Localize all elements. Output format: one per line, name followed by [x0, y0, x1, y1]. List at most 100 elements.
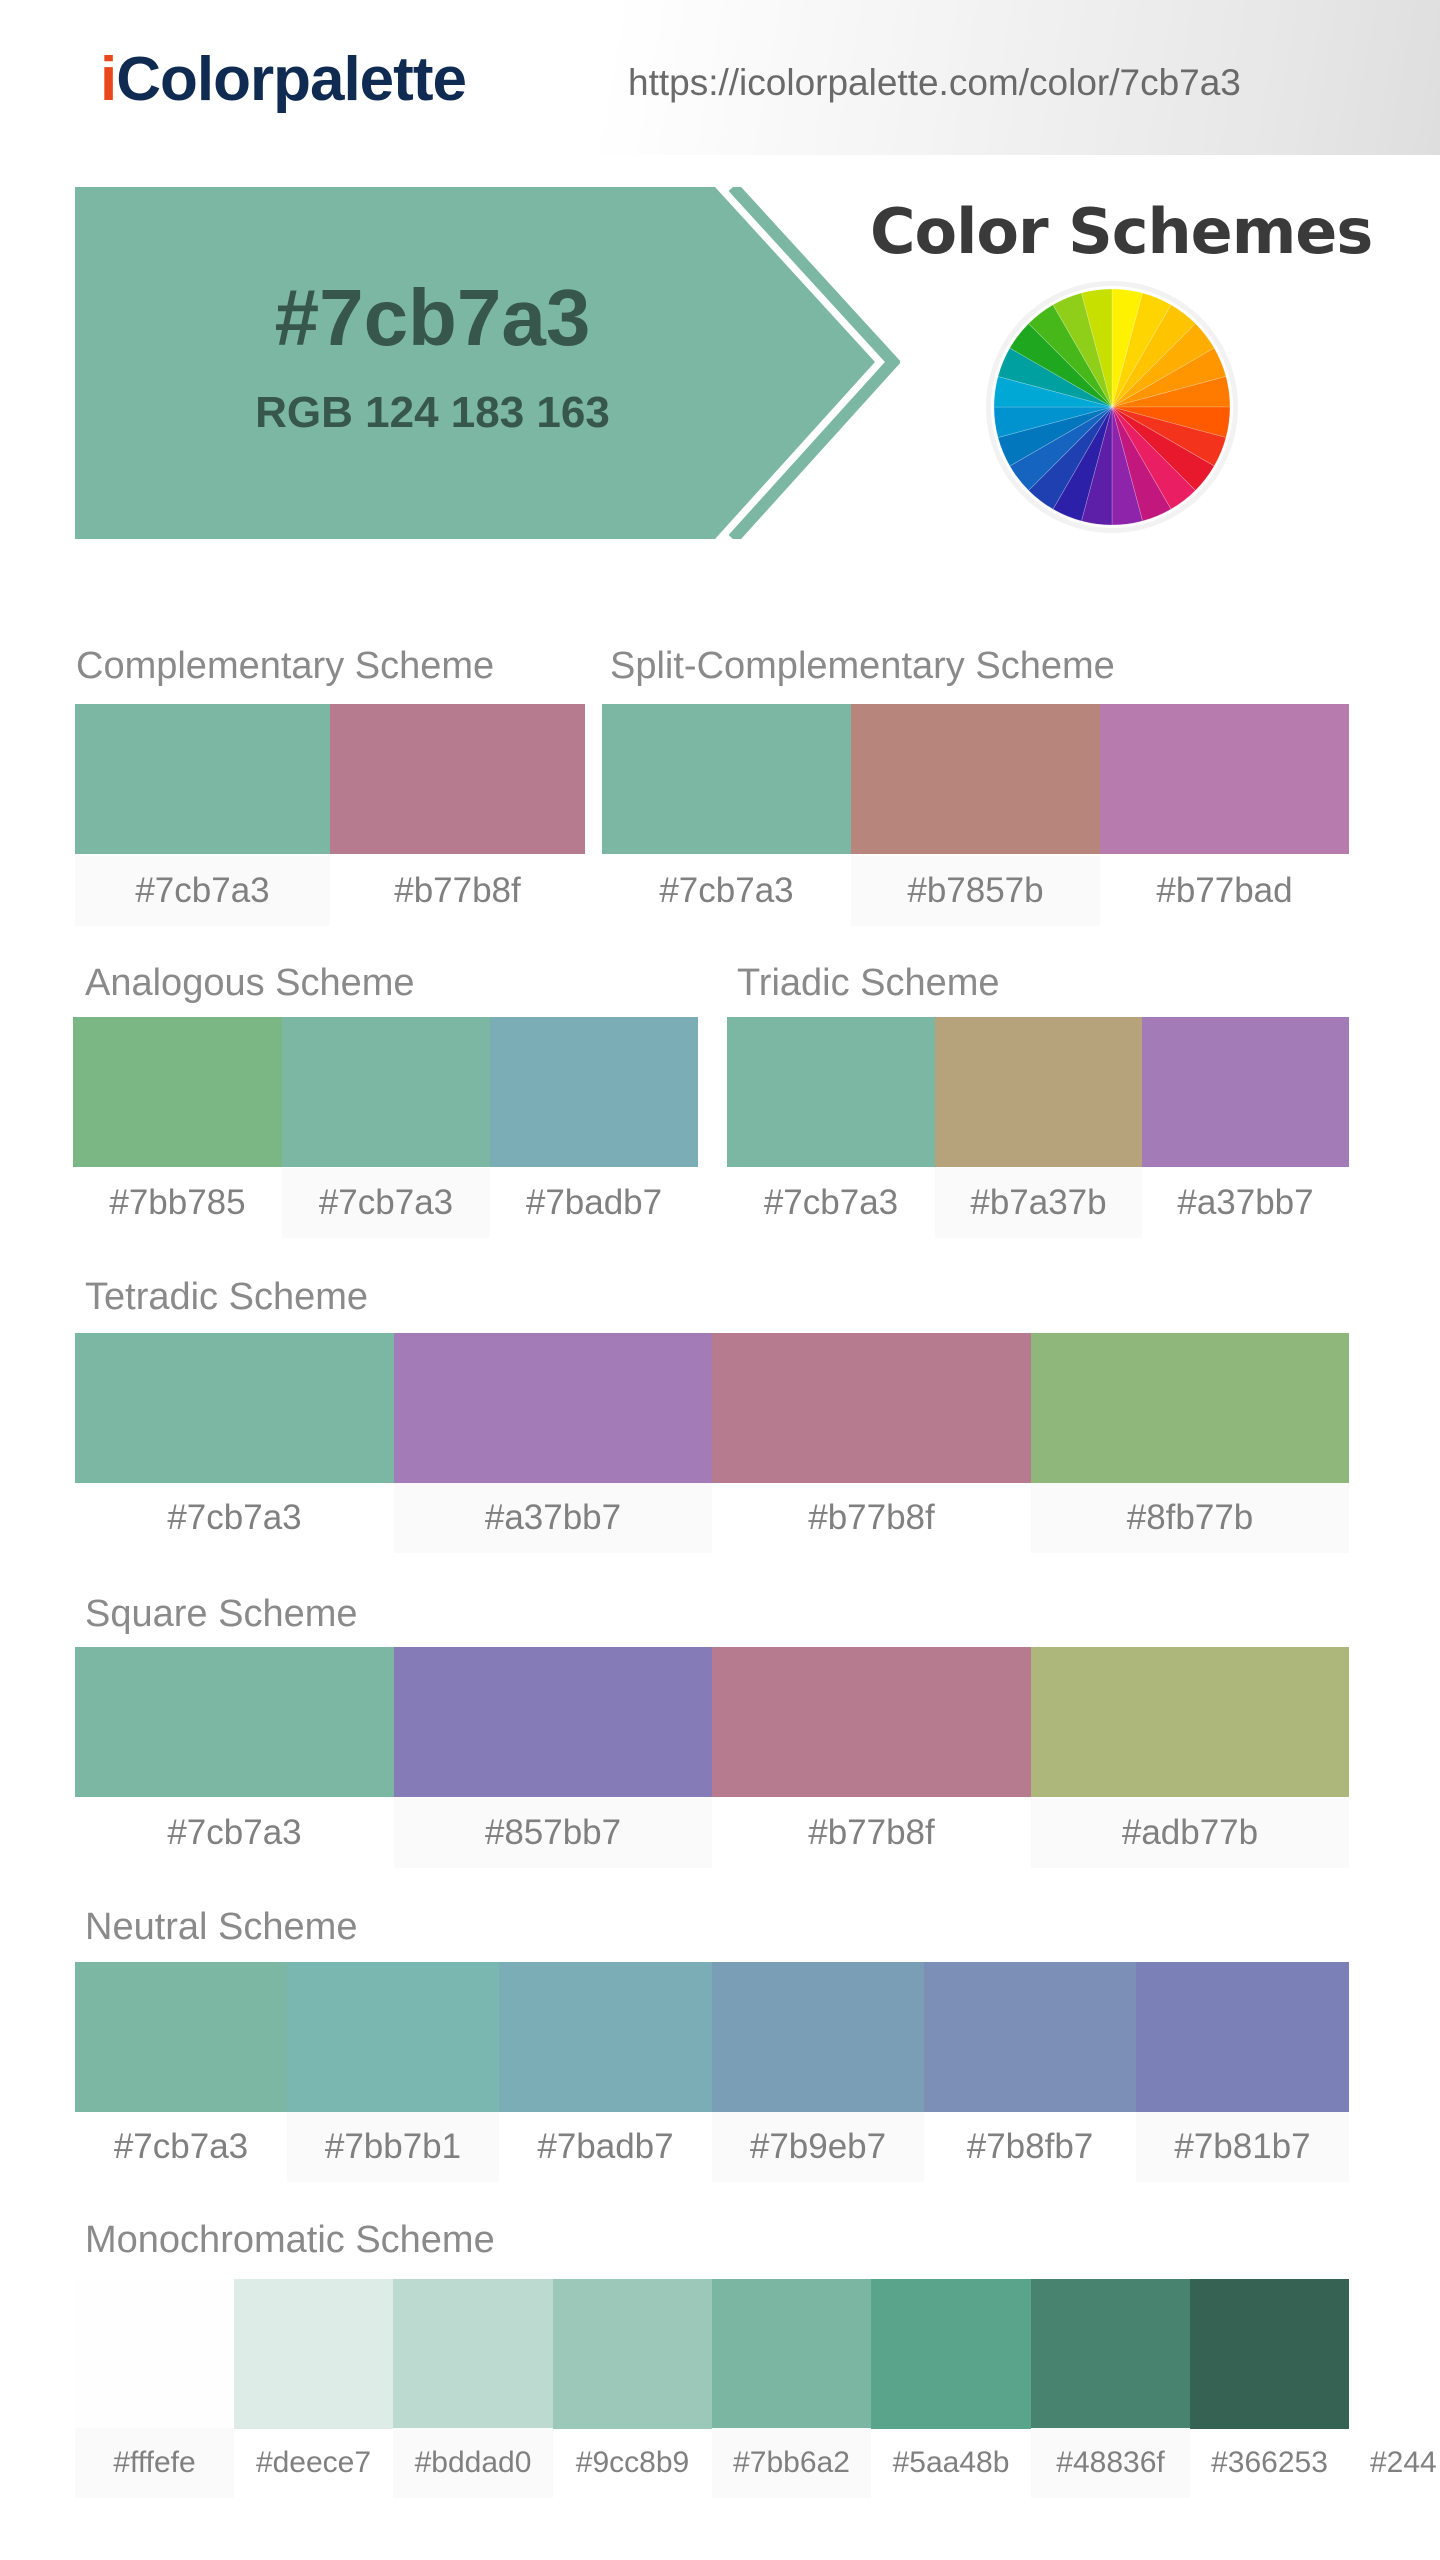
- square-swatch-3[interactable]: [712, 1647, 1031, 1797]
- triadic-hex-1[interactable]: #7cb7a3: [763, 1183, 899, 1222]
- complementary-swatch-2[interactable]: [330, 704, 585, 854]
- split-complementary-swatches: [602, 704, 1349, 854]
- square-swatch-4[interactable]: [1031, 1647, 1349, 1797]
- color-wheel-slice: [1052, 406, 1113, 522]
- triadic-hex-3[interactable]: #a37bb7: [1177, 1183, 1314, 1222]
- analogous-labels: #7bb785 #7cb7a3 #7badb7: [73, 1168, 698, 1238]
- neutral-swatch-2[interactable]: [287, 1962, 499, 2112]
- square-swatch-2[interactable]: [394, 1647, 712, 1797]
- neutral-scheme-title: Neutral Scheme: [85, 1906, 358, 1948]
- neutral-swatch-4[interactable]: [712, 1962, 924, 2112]
- color-wheel-slice: [1111, 406, 1227, 467]
- square-labels: #7cb7a3 #857bb7 #b77b8f #adb77b: [75, 1798, 1349, 1868]
- analogous-hex-1[interactable]: #7bb785: [109, 1183, 246, 1222]
- neutral-hex-1[interactable]: #7cb7a3: [113, 2127, 249, 2166]
- neutral-hex-5[interactable]: #7b8fb7: [966, 2127, 1094, 2166]
- color-wheel-icon: [986, 281, 1238, 533]
- color-wheel-slice: [1028, 406, 1113, 510]
- color-wheel-slice: [1111, 304, 1196, 408]
- neutral-swatch-3[interactable]: [499, 1962, 712, 2112]
- split-swatch-1[interactable]: [602, 704, 851, 854]
- analogous-swatches: [73, 1017, 698, 1167]
- analogous-scheme-title: Analogous Scheme: [85, 962, 415, 1004]
- triadic-swatch-3[interactable]: [1142, 1017, 1349, 1167]
- mono-swatch-8[interactable]: [1190, 2279, 1349, 2429]
- color-wheel-slice: [1028, 304, 1113, 408]
- mono-hex-6[interactable]: #5aa48b: [892, 2446, 1010, 2479]
- color-wheel-slice: [1081, 406, 1113, 526]
- square-hex-2[interactable]: #857bb7: [394, 1798, 712, 1868]
- split-hex-1[interactable]: #7cb7a3: [659, 871, 794, 910]
- color-wheel-slice: [1052, 292, 1113, 408]
- color-wheel-slice: [1111, 347, 1227, 408]
- mono-swatch-7[interactable]: [1031, 2279, 1190, 2429]
- mono-hex-2[interactable]: #deece7: [255, 2446, 372, 2479]
- mono-swatch-2[interactable]: [234, 2279, 393, 2429]
- neutral-hex-3[interactable]: #7badb7: [537, 2127, 674, 2166]
- tetradic-hex-1[interactable]: #7cb7a3: [167, 1498, 302, 1537]
- mono-hex-7[interactable]: #48836f: [1031, 2428, 1190, 2498]
- square-hex-4[interactable]: #adb77b: [1031, 1798, 1349, 1868]
- page-url[interactable]: https://icolorpalette.com/color/7cb7a3: [628, 62, 1241, 103]
- triadic-hex-2[interactable]: #b7a37b: [935, 1168, 1142, 1238]
- tetradic-hex-2[interactable]: #a37bb7: [394, 1483, 712, 1553]
- neutral-labels: #7cb7a3 #7bb7b1 #7badb7 #7b9eb7 #7b8fb7 …: [75, 2112, 1349, 2182]
- site-logo[interactable]: iColorpalette: [100, 40, 467, 120]
- complementary-swatch-1[interactable]: [75, 704, 330, 854]
- hero-hex-code: #7cb7a3: [274, 273, 591, 362]
- tetradic-swatch-3[interactable]: [712, 1333, 1031, 1483]
- mono-hex-overflow[interactable]: #244: [1370, 2446, 1437, 2479]
- mono-hex-8[interactable]: #366253: [1211, 2446, 1328, 2479]
- monochromatic-scheme-title: Monochromatic Scheme: [85, 2219, 495, 2261]
- analogous-hex-3[interactable]: #7badb7: [525, 1183, 663, 1222]
- neutral-hex-2[interactable]: #7bb7b1: [287, 2112, 499, 2182]
- split-complementary-labels: #7cb7a3 #b7857b #b77bad: [602, 856, 1349, 926]
- square-swatch-1[interactable]: [75, 1647, 394, 1797]
- analogous-swatch-3[interactable]: [490, 1017, 698, 1167]
- mono-swatch-1[interactable]: [75, 2279, 234, 2429]
- complementary-hex-1[interactable]: #7cb7a3: [75, 856, 330, 926]
- split-hex-2[interactable]: #b7857b: [851, 856, 1100, 926]
- square-hex-1[interactable]: #7cb7a3: [167, 1813, 302, 1852]
- split-swatch-3[interactable]: [1100, 704, 1349, 854]
- neutral-swatch-1[interactable]: [75, 1962, 287, 2112]
- triadic-labels: #7cb7a3 #b7a37b #a37bb7: [727, 1168, 1349, 1238]
- split-hex-3[interactable]: #b77bad: [1156, 871, 1293, 910]
- analogous-swatch-2[interactable]: [282, 1017, 490, 1167]
- triadic-swatch-1[interactable]: [727, 1017, 935, 1167]
- split-swatch-2[interactable]: [851, 704, 1100, 854]
- color-wheel-slice: [997, 347, 1113, 408]
- color-wheel-slice: [1009, 323, 1113, 408]
- mono-hex-5[interactable]: #7bb6a2: [712, 2428, 871, 2498]
- mono-swatch-5[interactable]: [712, 2279, 871, 2429]
- color-wheel-slice: [993, 376, 1113, 408]
- tetradic-labels: #7cb7a3 #a37bb7 #b77b8f #8fb77b: [75, 1483, 1349, 1553]
- neutral-swatch-5[interactable]: [924, 1962, 1136, 2112]
- complementary-scheme-title: Complementary Scheme: [76, 645, 495, 687]
- color-wheel-slice: [1111, 323, 1215, 408]
- complementary-hex-2[interactable]: #b77b8f: [394, 871, 521, 910]
- neutral-hex-4[interactable]: #7b9eb7: [712, 2112, 924, 2182]
- tetradic-swatch-4[interactable]: [1031, 1333, 1349, 1483]
- mono-hex-4[interactable]: #9cc8b9: [575, 2446, 690, 2479]
- color-wheel-slice: [1111, 406, 1215, 491]
- hero-color-banner: [75, 187, 900, 539]
- neutral-hex-6[interactable]: #7b81b7: [1136, 2112, 1349, 2182]
- square-hex-3[interactable]: #b77b8f: [808, 1813, 935, 1852]
- mono-swatch-4[interactable]: [553, 2279, 712, 2429]
- mono-swatch-6[interactable]: [871, 2279, 1031, 2429]
- mono-hex-3[interactable]: #bddad0: [393, 2428, 553, 2498]
- tetradic-swatch-2[interactable]: [394, 1333, 712, 1483]
- color-schemes-title: Color Schemes: [870, 195, 1373, 268]
- mono-hex-1[interactable]: #fffefe: [75, 2428, 234, 2498]
- mono-swatch-3[interactable]: [393, 2279, 553, 2429]
- analogous-swatch-1[interactable]: [73, 1017, 282, 1167]
- triadic-swatch-2[interactable]: [935, 1017, 1142, 1167]
- analogous-hex-2[interactable]: #7cb7a3: [282, 1168, 490, 1238]
- tetradic-hex-4[interactable]: #8fb77b: [1031, 1483, 1349, 1553]
- neutral-swatch-6[interactable]: [1136, 1962, 1349, 2112]
- tetradic-hex-3[interactable]: #b77b8f: [808, 1498, 935, 1537]
- tetradic-swatch-1[interactable]: [75, 1333, 394, 1483]
- color-wheel-slice: [1111, 292, 1172, 408]
- monochromatic-labels: #fffefe #deece7 #bddad0 #9cc8b9 #7bb6a2 …: [75, 2428, 1349, 2498]
